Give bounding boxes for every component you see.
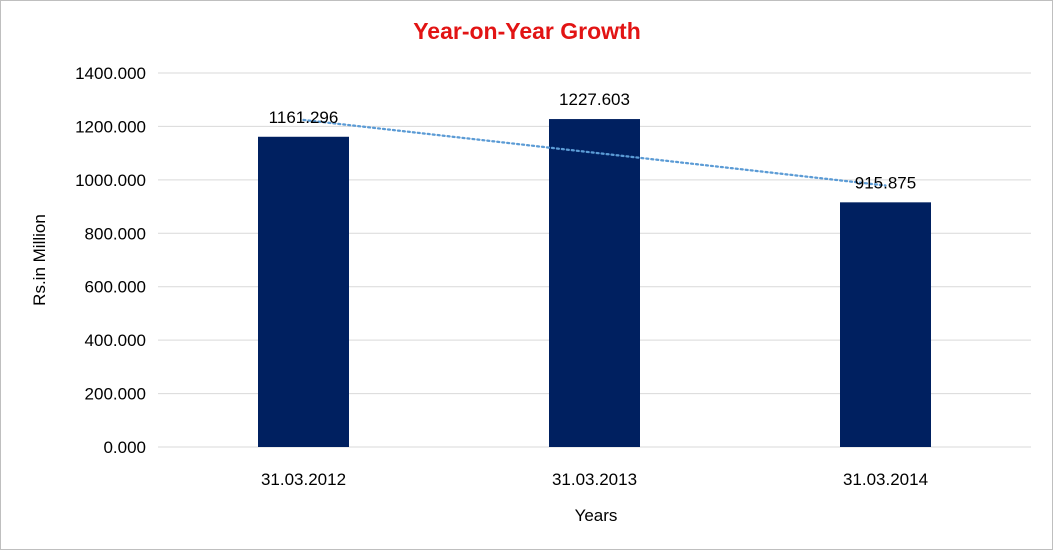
x-tick-label: 31.03.2013 — [552, 470, 637, 489]
y-tick-label: 400.000 — [85, 331, 146, 350]
y-tick-label: 800.000 — [85, 224, 146, 243]
data-label: 915.875 — [855, 173, 916, 192]
y-tick-label: 1000.000 — [75, 171, 146, 190]
data-label: 1227.603 — [559, 90, 630, 109]
bars — [258, 119, 931, 447]
y-tick-label: 1400.000 — [75, 64, 146, 83]
trendline-group — [302, 118, 887, 187]
bar — [258, 136, 349, 447]
y-tick-label: 1200.000 — [75, 117, 146, 136]
x-axis-categories: 31.03.2012 31.03.2013 31.03.2014 — [261, 470, 928, 489]
bar — [840, 202, 931, 447]
y-tick-label: 200.000 — [85, 385, 146, 404]
x-tick-label: 31.03.2014 — [843, 470, 928, 489]
chart-title: Year-on-Year Growth — [413, 18, 641, 44]
x-tick-label: 31.03.2012 — [261, 470, 346, 489]
data-label: 1161.296 — [269, 108, 339, 127]
y-axis-ticks: 0.000 200.000 400.000 600.000 800.000 1000.00… — [75, 64, 146, 457]
x-axis-title: Years — [575, 506, 618, 525]
y-tick-label: 600.000 — [85, 278, 146, 297]
trendline — [302, 118, 887, 187]
bar — [549, 119, 640, 447]
data-labels: 1161.296 1227.603 915.875 — [269, 90, 917, 192]
y-tick-label: 0.000 — [103, 438, 146, 457]
y-axis-title: Rs.in Million — [30, 214, 49, 306]
